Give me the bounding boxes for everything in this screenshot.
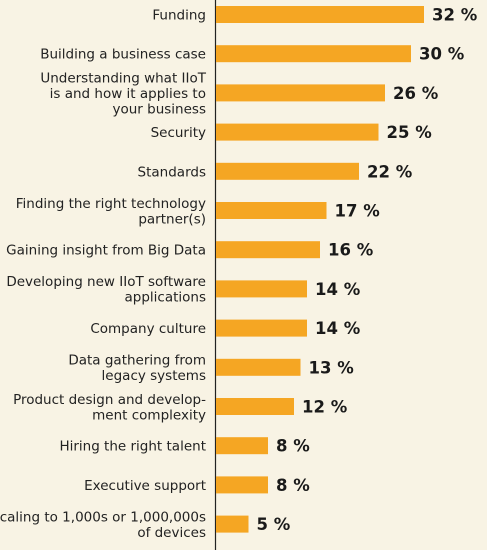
bar xyxy=(216,515,249,533)
bar xyxy=(216,319,307,337)
bar xyxy=(216,280,307,298)
value-label: 16 % xyxy=(328,241,374,260)
category-label-line: Finding the right technology xyxy=(16,196,206,212)
value-label: 8 % xyxy=(276,476,310,495)
category-label-line: Funding xyxy=(152,8,206,24)
category-label-line: is and how it applies to xyxy=(50,86,206,102)
category-label-line: Security xyxy=(151,125,206,141)
category-label: Finding the right technology partner(s) xyxy=(16,196,206,228)
category-label-line: Hiring the right talent xyxy=(59,439,206,455)
category-label-line: Company culture xyxy=(90,321,206,337)
bar xyxy=(216,437,268,455)
category-label-line: partner(s) xyxy=(138,211,206,227)
category-label: Security xyxy=(151,125,206,141)
value-label: 26 % xyxy=(393,84,439,103)
category-label-line: Understanding what IIoT xyxy=(40,70,206,86)
value-label: 8 % xyxy=(276,437,310,456)
value-label: 5 % xyxy=(257,515,291,534)
category-label-line: of devices xyxy=(137,525,206,541)
category-label-line: Gaining insight from Big Data xyxy=(6,243,206,259)
bar xyxy=(216,241,320,259)
category-label: Standards xyxy=(138,164,206,180)
category-label: Developing new IIoT software applications xyxy=(6,274,206,306)
value-label: 25 % xyxy=(387,123,433,142)
bar xyxy=(216,476,268,494)
bar xyxy=(216,202,327,219)
bar xyxy=(216,358,301,376)
category-label-line: applications xyxy=(124,290,206,306)
bar xyxy=(216,123,379,141)
category-label-line: Product design and develop- xyxy=(13,392,206,408)
category-label-line: your business xyxy=(113,101,207,117)
category-label: Understanding what IIoT is and how it app… xyxy=(40,70,206,117)
bar xyxy=(216,45,411,63)
category-label-line: Scaling to 1,000s or 1,000,000s xyxy=(0,509,206,525)
value-label: 22 % xyxy=(367,162,413,181)
category-label-line: Building a business case xyxy=(40,47,206,63)
bars-group xyxy=(216,6,424,533)
value-label: 30 % xyxy=(419,45,465,64)
category-label-line: Data gathering from xyxy=(68,353,206,369)
value-label: 17 % xyxy=(335,202,381,221)
bar xyxy=(216,398,294,415)
value-label: 32 % xyxy=(432,6,478,25)
bar xyxy=(216,84,385,102)
bar xyxy=(216,6,424,23)
category-label-line: Executive support xyxy=(84,478,206,494)
category-label-line: Developing new IIoT software xyxy=(6,274,206,290)
bar xyxy=(216,162,359,180)
category-label: Gaining insight from Big Data xyxy=(6,243,206,259)
category-labels-group: Funding Building a business case Understan… xyxy=(0,8,207,541)
category-label: Data gathering from legacy systems xyxy=(68,353,206,385)
value-label: 14 % xyxy=(315,280,361,299)
value-label: 13 % xyxy=(309,358,355,377)
category-label-line: Standards xyxy=(138,164,206,180)
value-label: 14 % xyxy=(315,319,361,338)
category-label: Product design and develop-ment complexi… xyxy=(13,392,206,424)
category-label: Company culture xyxy=(90,321,206,337)
category-label-line: ment complexity xyxy=(92,407,206,423)
category-label: Hiring the right talent xyxy=(59,439,206,455)
category-label: Funding xyxy=(152,8,206,24)
category-label: Scaling to 1,000s or 1,000,000s of device… xyxy=(0,509,206,541)
category-label: Executive support xyxy=(84,478,206,494)
value-label: 12 % xyxy=(302,398,348,417)
value-labels-group: 32 % 30 % 26 % 25 % 22 % 17 % 16 % 14 % 14 % 13 %… xyxy=(257,6,478,535)
category-label-line: legacy systems xyxy=(102,368,206,384)
category-label: Building a business case xyxy=(40,47,206,63)
